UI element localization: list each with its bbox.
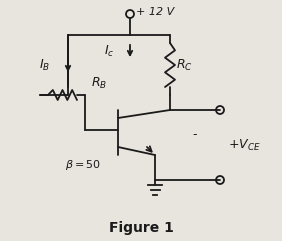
Text: $R_C$: $R_C$ xyxy=(176,57,193,73)
Text: Figure 1: Figure 1 xyxy=(109,221,173,235)
Text: + 12 V: + 12 V xyxy=(136,7,174,17)
Text: $I_c$: $I_c$ xyxy=(103,43,114,59)
Text: $+V_{CE}$: $+V_{CE}$ xyxy=(228,137,261,153)
Text: $\beta = 50$: $\beta = 50$ xyxy=(65,158,101,172)
Text: -: - xyxy=(193,128,197,141)
Text: $R_B$: $R_B$ xyxy=(91,75,107,91)
Text: $I_B$: $I_B$ xyxy=(39,57,50,73)
